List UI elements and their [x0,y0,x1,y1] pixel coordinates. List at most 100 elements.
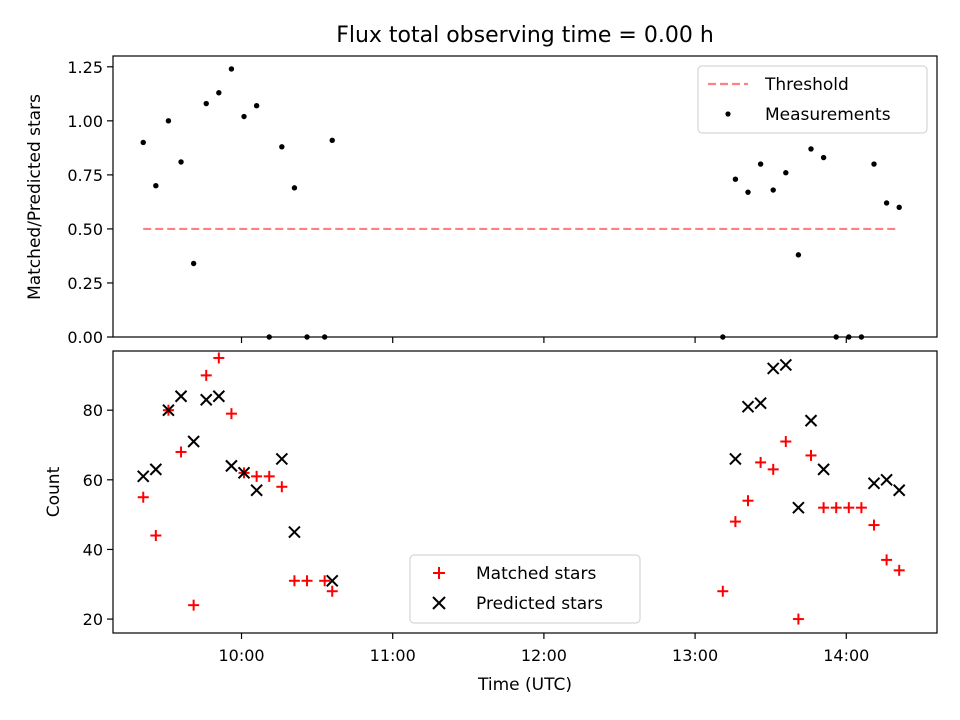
bottom-y-tick-label: 40 [83,540,103,559]
measurement-point [178,159,184,165]
top-x-ticks [240,337,847,343]
top-y-tick-label: 0.00 [67,328,103,347]
predicted-star-point [187,435,200,448]
top-legend-box [697,65,928,134]
matched-star-point [843,502,855,514]
x-tick-label: 12:00 [521,646,567,665]
matched-star-point [301,575,313,587]
measurement-point [871,161,877,167]
legend-predicted-swatch [432,596,446,610]
top-y-ticks: 0.00 0.25 0.50 0.75 1.00 1.25 [67,58,113,347]
x-axis-label: Time (UTC) [477,675,572,695]
matched-star-point [818,502,830,514]
measurement-point [896,204,902,211]
bottom-axes-frame [112,350,938,634]
measurement-point [190,260,197,267]
predicted-star-point [200,393,213,406]
matched-star-point [200,369,212,381]
matched-star-point [755,456,767,468]
matched-star-point [792,613,804,625]
matched-star-point [780,436,792,448]
matched-star-point [805,449,817,461]
predicted-star-point [149,463,163,476]
matched-star-point [276,481,288,493]
matched-star-point [263,470,275,482]
measurement-point [241,113,247,120]
measurement-point [808,146,814,152]
matched-star-point [868,519,880,531]
predicted-star-point [892,484,906,497]
measurement-point [279,144,285,150]
bottom-panel: 20 40 60 80 10:00 11:00 12:00 13:00 14:00 Count… [44,350,938,695]
bottom-y-tick-label: 60 [83,471,103,490]
predicted-star-point [174,390,188,403]
measurement-point [757,161,764,167]
matched-star-point [729,516,741,528]
figure-title: Flux total observing time = 0.00 h [336,23,714,48]
predicted-star-point [880,473,893,487]
matched-star-point [717,585,729,597]
matched-star-point [881,554,893,566]
legend-matched-label: Matched stars [476,564,596,584]
bottom-legend-box [409,554,641,624]
x-tick-label: 10:00 [218,646,264,665]
predicted-star-point [767,362,780,375]
predicted-star-point [754,397,767,410]
measurement-point [153,182,159,189]
top-y-tick-label: 0.50 [67,220,103,239]
x-tick-label: 14:00 [823,646,869,665]
legend-threshold-label: Threshold [764,75,849,95]
predicted-star-point [137,470,150,483]
matched-star-point [150,530,162,542]
predicted-star-point [729,452,742,466]
x-tick-label: 13:00 [672,646,718,665]
measurement-point [770,187,776,193]
measurement-point [795,252,802,258]
measurement-point [783,170,789,176]
predicted-star-point [804,414,818,427]
measurement-point [732,176,739,182]
predicted-star-point [225,459,238,473]
predicted-star-point [212,390,226,403]
bottom-y-tick-label: 80 [83,401,103,420]
bottom-y-axis-label: Count [44,466,64,517]
bottom-plot-area [137,352,906,625]
matched-star-point [855,502,867,514]
predicted-star-point [867,477,881,490]
top-legend: Threshold Measurements [697,65,928,134]
predicted-star-point [250,484,263,497]
predicted-star-point [162,403,175,417]
matched-star-point [830,502,842,514]
predicted-star-point [817,463,830,476]
matched-star-point [188,599,200,611]
predicted-star-point [741,400,755,413]
matched-star-point [137,491,149,503]
measurement-point [203,100,209,107]
matched-star-point [767,463,779,475]
legend-matched-swatch [433,567,445,579]
measurement-point [745,189,751,195]
measurement-point [165,118,172,124]
predicted-star-point [792,501,805,514]
measurement-point [883,200,890,206]
bottom-x-ticks: 10:00 11:00 12:00 13:00 14:00 [218,633,869,665]
top-y-tick-label: 1.25 [67,58,103,77]
x-tick-label: 11:00 [370,646,416,665]
predicted-star-point [288,525,301,539]
measurement-point [329,137,335,143]
matched-star-point [742,495,754,507]
bottom-y-ticks: 20 40 60 80 [83,401,113,629]
measurement-point [291,185,298,191]
matched-star-point [225,408,237,420]
predicted-star-point [275,452,289,466]
legend-measurements-swatch [725,111,731,117]
matched-star-point [213,352,225,364]
predicted-star-point [779,358,793,372]
predicted-star-point [326,574,339,587]
matched-star-point [175,446,187,458]
predicted-star-point [237,466,251,480]
measurement-point [253,103,260,109]
measurement-point [820,154,827,161]
top-y-axis-label: Matched/Predicted stars [25,94,45,300]
